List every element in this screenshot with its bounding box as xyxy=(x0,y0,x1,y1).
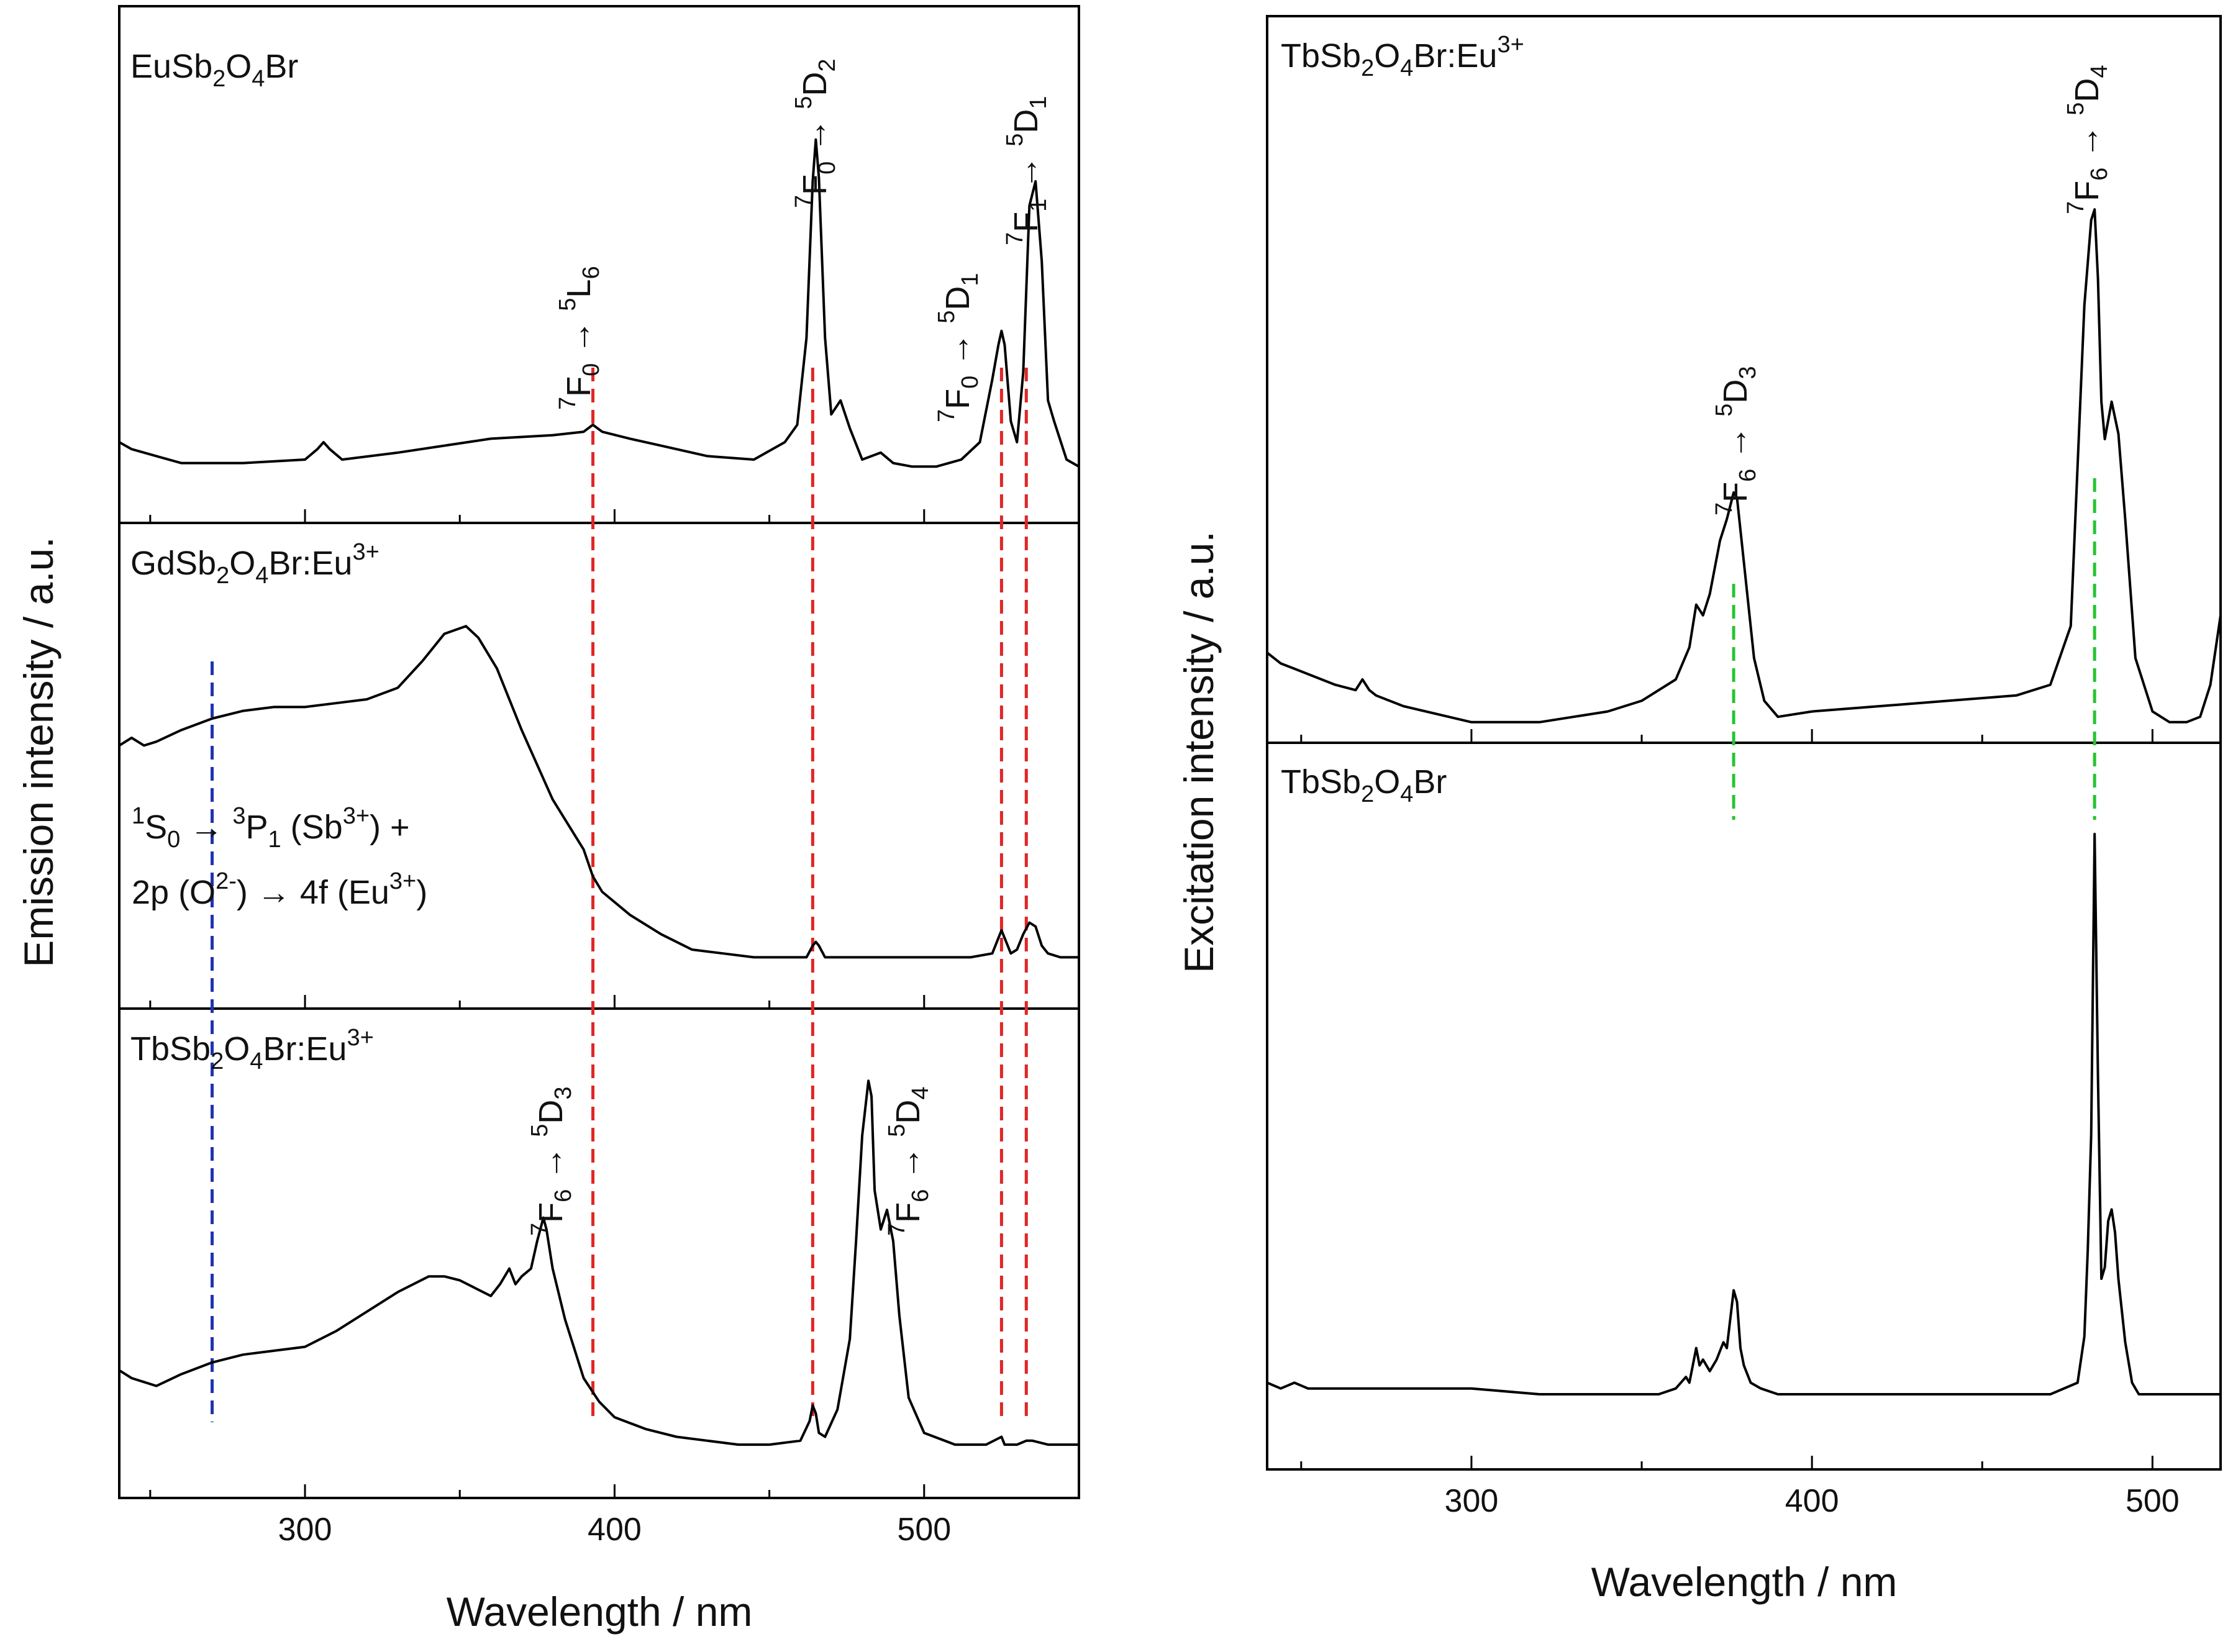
emission-tick-label-500: 500 xyxy=(897,1512,951,1548)
emission-panel-label-eusb2o4br: EuSb2O4Br xyxy=(130,48,298,92)
emission-transition-label-3: 7F1 → 5D1 xyxy=(1002,96,1052,245)
emission-chart: 300 400 500 7F0 → 5L6 7F0 → 5D2 7F0 → 5D1 7F1… xyxy=(16,5,1080,1635)
emission-tick-label-400: 400 xyxy=(588,1512,642,1548)
emission-curve-panel-2 xyxy=(118,1079,1079,1446)
emission-transition-labels: 7F0 → 5L6 7F0 → 5D2 7F0 → 5D1 7F1 → 5D1 7F6 … xyxy=(527,58,1052,1236)
emission-x-axis-title: Wavelength / nm xyxy=(447,1589,753,1635)
excitation-chart: 300 400 500 7F6 → 5D3 7F6 → 5D4 TbSb2O4Br:E… xyxy=(1176,15,2222,1605)
excitation-curves xyxy=(1266,208,2222,1396)
excitation-tick-label-400: 400 xyxy=(1785,1483,1839,1519)
emission-panel-label-gdsb2o4br-eu: GdSb2O4Br:Eu3+ xyxy=(130,539,380,589)
excitation-panel-label-tbsb2o4br-eu: TbSb2O4Br:Eu3+ xyxy=(1281,32,1524,81)
emission-guide-lines xyxy=(211,368,1028,1422)
emission-transition-label-2: 7F0 → 5D1 xyxy=(934,273,983,422)
emission-x-ticks: 300 400 500 xyxy=(149,509,1080,1548)
excitation-guide-lines xyxy=(1732,478,2096,820)
excitation-transition-label-1: 7F6 → 5D4 xyxy=(2063,65,2112,214)
emission-transition-label-0: 7F0 → 5L6 xyxy=(555,266,604,410)
emission-transition-label-5: 7F6 → 5D4 xyxy=(884,1086,934,1236)
excitation-y-axis-title: Excitation intensity / a.u. xyxy=(1176,531,1222,973)
emission-transition-label-4: 7F6 → 5D3 xyxy=(527,1086,576,1236)
excitation-transition-label-0: 7F6 → 5D3 xyxy=(1711,366,1761,515)
excitation-panel-label-tbsb2o4br: TbSb2O4Br xyxy=(1281,763,1447,807)
emission-transition-label-1: 7F0 → 5D2 xyxy=(791,58,840,208)
emission-panel-label-tbsb2o4br-eu: TbSb2O4Br:Eu3+ xyxy=(130,1025,374,1074)
excitation-x-ticks: 300 400 500 xyxy=(1300,729,2180,1519)
excitation-curve-panel-1 xyxy=(1267,832,2221,1396)
emission-curves xyxy=(118,138,1080,1446)
emission-annotation-line-1: 1S0 → 3P1 (Sb3+) + xyxy=(132,803,410,853)
excitation-transition-labels: 7F6 → 5D3 7F6 → 5D4 xyxy=(1711,65,2112,515)
excitation-tick-label-300: 300 xyxy=(1445,1483,1499,1519)
emission-y-axis-title: Emission intensity / a.u. xyxy=(16,537,61,967)
emission-curve-panel-1 xyxy=(118,625,1079,959)
emission-annotation-line-2: 2p (O2-) → 4f (Eu3+) xyxy=(132,868,427,911)
excitation-x-axis-title: Wavelength / nm xyxy=(1591,1559,1898,1605)
emission-curve-panel-0 xyxy=(119,138,1080,468)
excitation-tick-label-500: 500 xyxy=(2126,1483,2180,1519)
excitation-curve-panel-0 xyxy=(1266,208,2222,724)
emission-frame xyxy=(118,5,1080,1499)
emission-tick-label-300: 300 xyxy=(278,1512,332,1548)
